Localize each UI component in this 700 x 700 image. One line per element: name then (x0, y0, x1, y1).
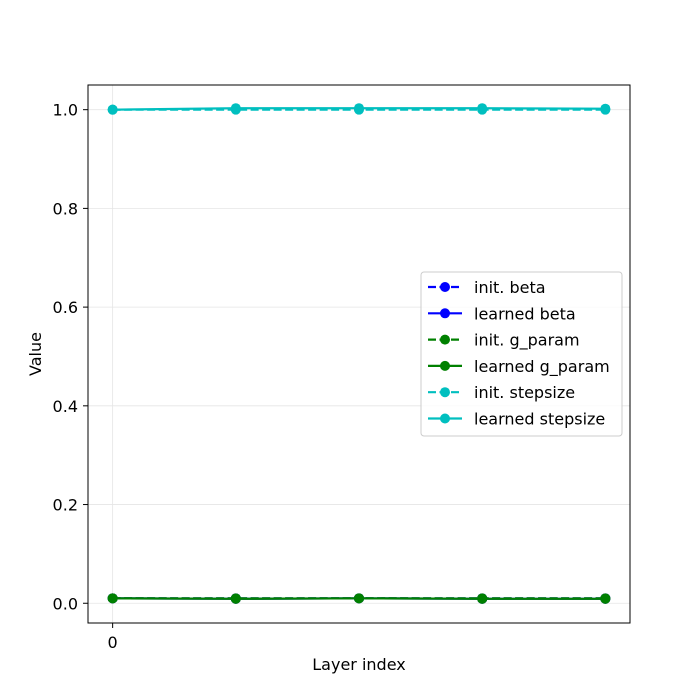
data-point-learned-stepsize (477, 103, 488, 114)
series-learned-g-param (107, 593, 611, 604)
legend-label: init. stepsize (474, 383, 575, 402)
y-tick-label: 0.2 (53, 496, 78, 515)
legend-marker (440, 387, 450, 398)
legend-item-learned-stepsize: learned stepsize (428, 410, 605, 429)
y-tick-label: 0.0 (53, 594, 78, 613)
data-point-learned-stepsize (230, 103, 241, 114)
legend-box (420, 271, 623, 437)
legend-label: learned beta (474, 304, 576, 323)
legend-label: init. beta (474, 278, 546, 297)
data-point-learned-g-param (354, 593, 364, 604)
legend-label: learned g_param (474, 357, 610, 377)
legend-item-init-beta: init. beta (428, 278, 546, 297)
y-tick-label: 1.0 (53, 101, 78, 120)
legend-marker (440, 308, 450, 319)
legend-marker (440, 334, 450, 345)
y-tick-label: 0.4 (53, 397, 78, 416)
x-tick-label: 0 (108, 633, 118, 652)
data-point-learned-stepsize (354, 103, 364, 114)
data-point-learned-g-param (600, 593, 611, 604)
y-tick-label: 0.8 (53, 199, 78, 218)
legend-entries: init. beta learned beta init. g_paramlearn… (428, 278, 610, 429)
y-axis-label: Value (26, 332, 45, 376)
y-tick-label: 0.6 (53, 298, 78, 317)
x-axis-label: Layer index (312, 655, 405, 674)
legend-marker (440, 360, 450, 371)
legend-item-init-stepsize: init. stepsize (428, 383, 575, 402)
legend-item-learned-beta: learned beta (428, 304, 576, 323)
plot-frame (87, 84, 631, 624)
legend-item-learned-g-param: learned g_param (428, 357, 610, 377)
legend-item-init-g-param: init. g_param (428, 331, 580, 351)
x-axis: 0 (108, 623, 118, 652)
legend-label: init. g_param (474, 331, 580, 351)
data-point-learned-stepsize (600, 103, 611, 114)
legend-marker (440, 413, 450, 424)
series-layer (107, 103, 611, 604)
legend: init. beta learned beta init. g_paramlearn… (420, 271, 623, 437)
legend-label: learned stepsize (474, 410, 605, 429)
series-learned-stepsize (107, 103, 611, 115)
data-point-learned-g-param (107, 593, 118, 604)
data-point-learned-g-param (230, 593, 241, 604)
data-point-learned-g-param (477, 593, 488, 604)
y-axis: 0.0 0.2 0.4 0.6 0.8 1.0 (53, 101, 88, 613)
legend-marker (440, 282, 450, 292)
data-point-learned-stepsize (107, 104, 118, 115)
